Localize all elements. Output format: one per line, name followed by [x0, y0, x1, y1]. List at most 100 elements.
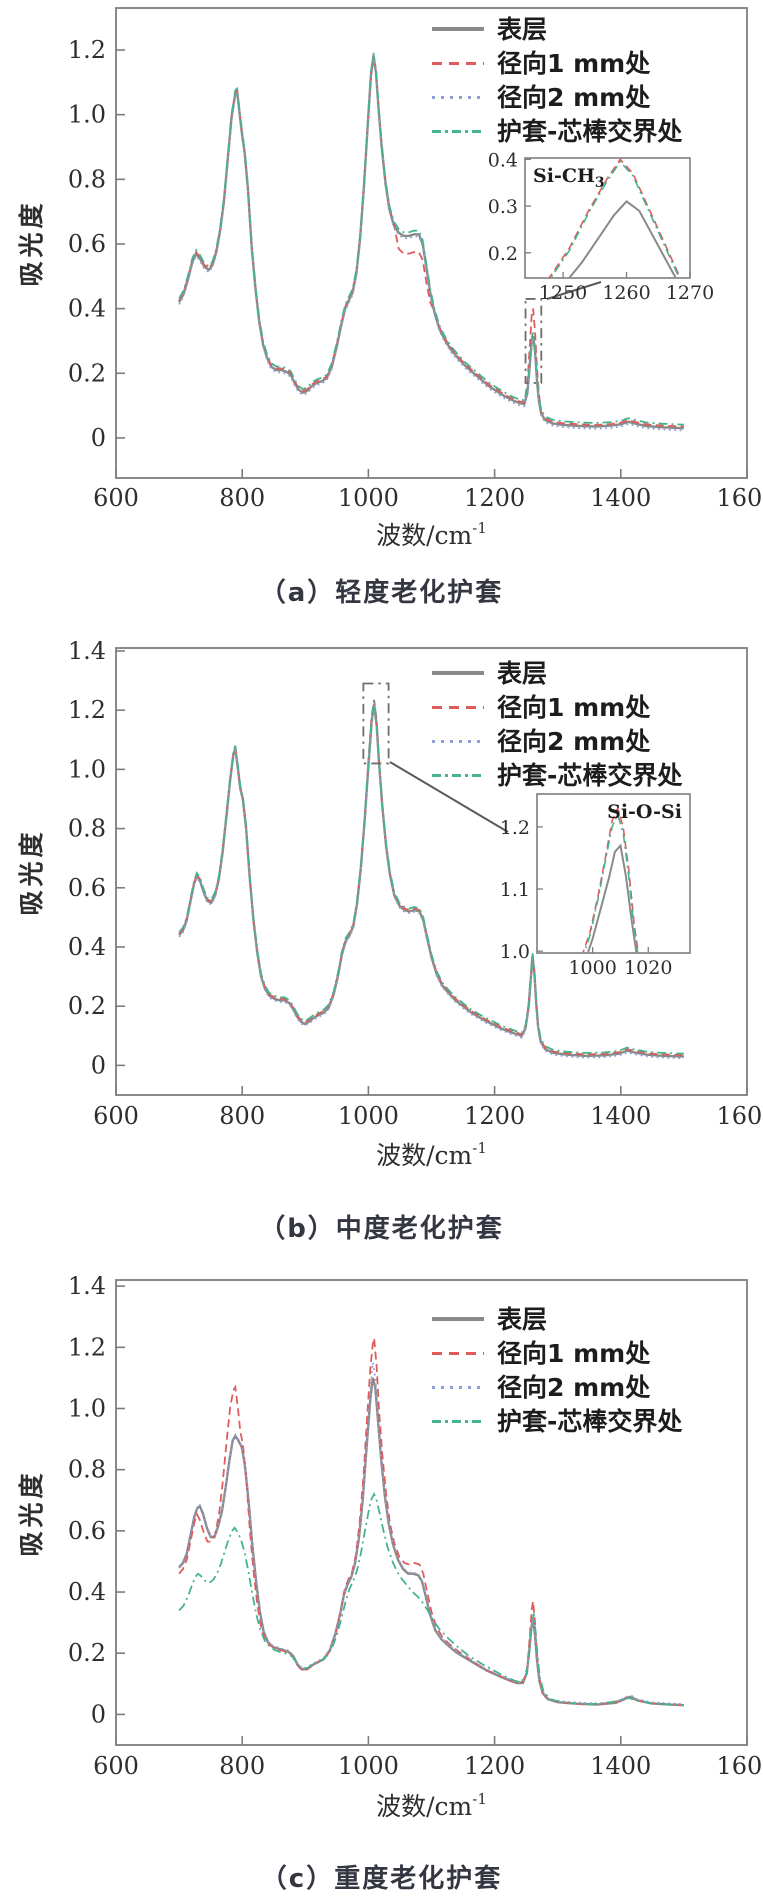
legend-line-sample-dashdot — [432, 1419, 484, 1423]
x-axis-title-exponent: -1 — [472, 518, 487, 537]
y-tick-label: 1.2 — [68, 696, 106, 724]
x-axis-title-exponent: -1 — [472, 1789, 487, 1808]
y-tick-label: 1.0 — [68, 1394, 106, 1422]
legend-item: 径向2 mm处 — [432, 80, 682, 114]
y-tick-label: 0.4 — [68, 1578, 106, 1606]
y-tick-label: 0 — [91, 424, 106, 452]
y-tick-label: 0.2 — [68, 992, 106, 1020]
legend: 表层 径向1 mm处 径向2 mm处 护套-芯棒交界处 — [432, 12, 682, 148]
plot-border — [115, 1279, 748, 1746]
legend-label: 护套-芯棒交界处 — [497, 760, 683, 790]
inset-x-tick-label: 1270 — [666, 282, 714, 304]
y-axis-title: 吸光度 — [17, 1469, 46, 1557]
legend-item: 表层 — [432, 656, 682, 690]
inset-y-tick-label: 0.3 — [488, 196, 518, 218]
inset-x-tick-label: 1020 — [624, 957, 672, 979]
legend-line-sample-dotted — [432, 95, 484, 99]
legend-line-sample-dashed — [432, 705, 484, 709]
inset-connector-line — [546, 281, 602, 300]
legend-line-sample-dashed — [432, 1351, 484, 1355]
y-tick-label: 0 — [91, 1051, 106, 1079]
y-tick-label: 0.2 — [68, 1639, 106, 1667]
legend-item: 护套-芯棒交界处 — [432, 1404, 682, 1438]
x-tick-label: 1400 — [590, 484, 651, 512]
y-tick-label: 1.4 — [68, 637, 106, 665]
legend-item: 护套-芯棒交界处 — [432, 114, 682, 148]
legend-item: 径向2 mm处 — [432, 1370, 682, 1404]
x-tick-label: 800 — [219, 484, 265, 512]
inset-border — [536, 793, 691, 954]
x-tick-label: 800 — [219, 1752, 265, 1780]
x-axis-title-text: 波数/cm — [376, 1141, 473, 1170]
peak-annotation-box — [362, 682, 390, 765]
inset-series-line — [586, 843, 638, 953]
inset-y-tick-label: 1.1 — [500, 879, 530, 901]
legend-label: 径向2 mm处 — [497, 1372, 651, 1402]
x-tick-label: 1000 — [338, 1752, 399, 1780]
legend-label: 径向2 mm处 — [497, 82, 651, 112]
x-tick-label: 1200 — [464, 1102, 525, 1130]
y-tick-label: 0.8 — [68, 815, 106, 843]
legend-item: 径向2 mm处 — [432, 724, 682, 758]
legend-label: 径向2 mm处 — [497, 726, 651, 756]
series-line — [178, 58, 684, 432]
legend-line-sample-solid — [432, 1317, 484, 1321]
legend-item: 径向1 mm处 — [432, 1336, 682, 1370]
legend-item: 径向1 mm处 — [432, 46, 682, 80]
legend-item: 表层 — [432, 1302, 682, 1336]
inset-y-tick-label: 1.0 — [500, 941, 530, 963]
x-axis-title: 波数/cm-1 — [116, 1136, 747, 1172]
y-axis-title: 吸光度 — [17, 828, 46, 916]
legend-item: 护套-芯棒交界处 — [432, 758, 682, 792]
y-tick-label: 0.6 — [68, 230, 106, 258]
series-line — [178, 52, 684, 426]
x-axis-title: 波数/cm-1 — [116, 1787, 747, 1823]
legend-line-sample-dashed — [432, 61, 484, 65]
legend: 表层径向1 mm处 径向2 mm处护套-芯棒交界处 — [432, 656, 682, 792]
x-tick-label: 600 — [93, 1102, 139, 1130]
legend-line-sample-solid — [432, 671, 484, 675]
legend-label: 径向1 mm处 — [497, 692, 651, 722]
series-line — [178, 1491, 684, 1707]
inset-y-tick-label: 0.4 — [488, 149, 518, 171]
x-tick-label: 1400 — [590, 1752, 651, 1780]
inset-x-tick-label: 1260 — [602, 282, 650, 304]
y-tick-label: 0.8 — [68, 165, 106, 193]
y-tick-label: 1.2 — [68, 36, 106, 64]
inset-y-tick-label: 0.2 — [488, 243, 518, 265]
y-tick-label: 1.4 — [68, 1272, 106, 1300]
x-tick-label: 1000 — [338, 484, 399, 512]
series-line — [178, 1337, 684, 1706]
subfigure-caption-a: （a）轻度老化护套 — [259, 578, 504, 608]
y-tick-label: 0 — [91, 1700, 106, 1728]
y-tick-label: 0.6 — [68, 874, 106, 902]
y-tick-label: 1.2 — [68, 1333, 106, 1361]
y-tick-label: 0.4 — [68, 933, 106, 961]
y-tick-label: 0.4 — [68, 295, 106, 323]
peak-annotation-box — [524, 298, 543, 384]
plot-border — [115, 647, 748, 1096]
series-line — [178, 705, 684, 1060]
inset-series-line — [583, 812, 639, 953]
y-tick-label: 1.0 — [68, 755, 106, 783]
legend-line-sample-dashdot — [432, 129, 484, 133]
legend-label: 表层 — [497, 658, 548, 688]
inset-series-line — [567, 200, 677, 278]
x-axis-title-exponent: -1 — [472, 1138, 487, 1157]
inset-chem-label: Si-O-Si — [607, 801, 682, 823]
legend-label: 径向1 mm处 — [497, 1338, 651, 1368]
x-tick-label: 600 — [93, 484, 139, 512]
y-tick-label: 0.6 — [68, 1517, 106, 1545]
legend-label: 表层 — [497, 14, 548, 44]
legend-label: 表层 — [497, 1304, 548, 1334]
legend-item: 径向1 mm处 — [432, 690, 682, 724]
x-tick-label: 600 — [93, 1752, 139, 1780]
subfigure-caption-b: （b）中度老化护套 — [259, 1214, 504, 1244]
